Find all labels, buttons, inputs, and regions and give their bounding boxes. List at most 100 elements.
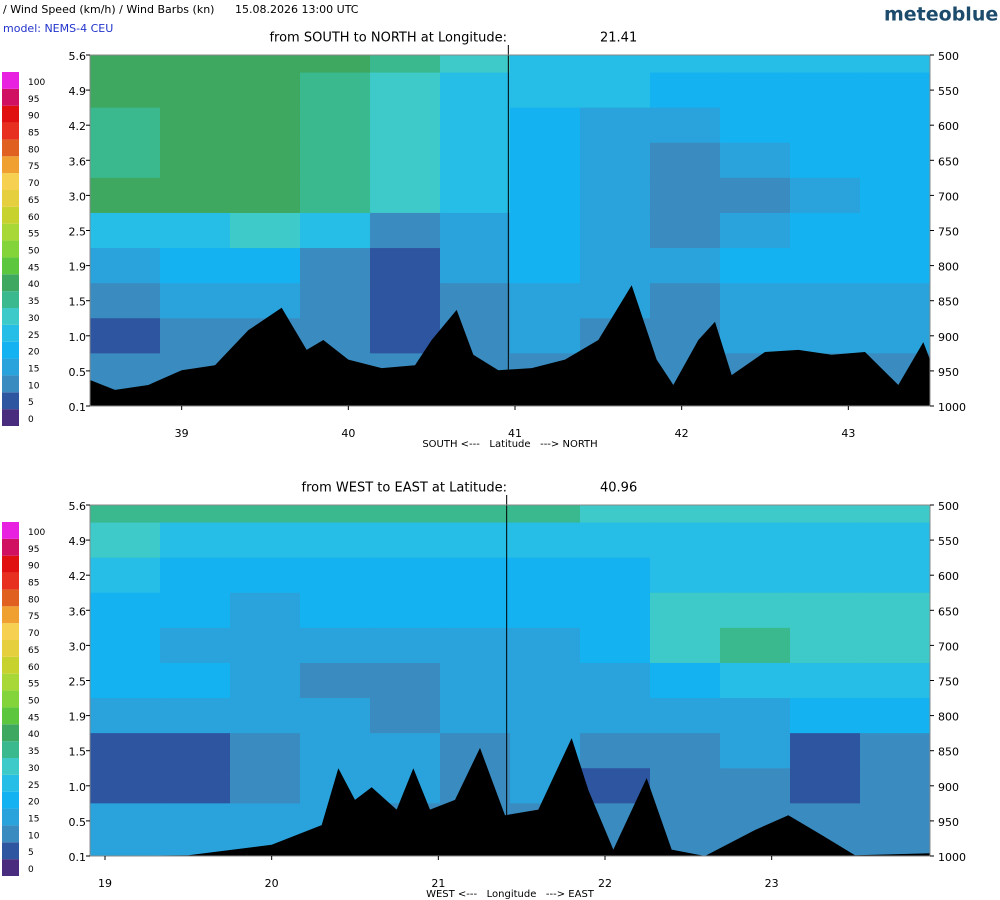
wind-cell bbox=[370, 248, 441, 284]
colorbar-swatch bbox=[2, 206, 19, 224]
wind-cell bbox=[160, 627, 231, 664]
wind-cell bbox=[300, 592, 371, 629]
wind-cell bbox=[440, 107, 511, 144]
colorbar-swatch bbox=[2, 240, 19, 258]
wind-cell bbox=[720, 505, 791, 524]
wind-cell bbox=[580, 698, 651, 734]
y2-tick-label: 650 bbox=[938, 605, 959, 618]
colorbar-label: 90 bbox=[28, 112, 40, 122]
colorbar-swatch bbox=[2, 341, 19, 359]
wind-cell bbox=[720, 592, 791, 629]
y-tick-label: 1.5 bbox=[69, 296, 87, 309]
wind-cell bbox=[790, 662, 861, 699]
wind-cell bbox=[860, 318, 931, 354]
colorbar-swatch bbox=[2, 741, 19, 758]
wind-cell bbox=[440, 662, 511, 699]
colorbar-label: 80 bbox=[28, 595, 40, 605]
wind-cell bbox=[90, 662, 161, 699]
x-axis-label: WEST <--- Longitude ---> EAST bbox=[426, 889, 595, 900]
colorbar-swatch bbox=[2, 589, 19, 607]
wind-cell bbox=[230, 283, 301, 319]
colorbar-swatch bbox=[2, 223, 19, 241]
x-tick-label: 19 bbox=[98, 877, 112, 890]
colorbar-swatch bbox=[2, 392, 19, 410]
colorbar-label: 40 bbox=[28, 280, 40, 290]
wind-cell bbox=[860, 505, 931, 524]
y2-tick-label: 700 bbox=[938, 640, 959, 653]
wind-cell bbox=[720, 627, 791, 664]
wind-cell bbox=[440, 248, 511, 284]
colorbar-label: 50 bbox=[28, 247, 40, 257]
y-tick-label: 5.6 bbox=[69, 500, 87, 513]
wind-cell bbox=[160, 107, 231, 144]
wind-cell bbox=[90, 212, 161, 249]
colorbar-swatch bbox=[2, 538, 19, 556]
wind-cell bbox=[720, 72, 791, 109]
wind-cell bbox=[230, 248, 301, 284]
wind-cell bbox=[230, 803, 301, 839]
x-tick-label: 23 bbox=[765, 877, 779, 890]
colorbar-label: 95 bbox=[28, 95, 39, 105]
wind-cell bbox=[230, 592, 301, 629]
colorbar-label: 25 bbox=[28, 331, 39, 341]
wind-cell bbox=[580, 627, 651, 664]
colorbar-label: 60 bbox=[28, 213, 40, 223]
wind-cell bbox=[510, 557, 581, 594]
colorbar-swatch bbox=[2, 842, 19, 860]
y2-tick-label: 550 bbox=[938, 535, 959, 548]
wind-cell bbox=[90, 318, 161, 354]
wind-cell bbox=[160, 55, 231, 74]
wind-cell bbox=[580, 522, 651, 559]
wind-cell bbox=[300, 557, 371, 594]
wind-cell bbox=[860, 662, 931, 699]
wind-cell bbox=[300, 627, 371, 664]
colorbar-swatch bbox=[2, 274, 19, 292]
wind-cell bbox=[510, 592, 581, 629]
y2-tick-label: 950 bbox=[938, 816, 959, 829]
colorbar-label: 0 bbox=[28, 415, 34, 425]
colorbar-label: 60 bbox=[28, 663, 40, 673]
wind-cell bbox=[160, 803, 231, 839]
y-tick-label: 3.0 bbox=[69, 190, 87, 203]
wind-cell bbox=[650, 72, 721, 109]
wind-cell bbox=[510, 522, 581, 559]
wind-cell bbox=[860, 212, 931, 249]
wind-cell bbox=[440, 592, 511, 629]
wind-cell bbox=[580, 505, 651, 524]
wind-cell bbox=[440, 522, 511, 559]
wind-cell bbox=[720, 142, 791, 179]
wind-cell bbox=[650, 698, 721, 734]
wind-cell bbox=[720, 248, 791, 284]
colorbar-swatch bbox=[2, 623, 19, 640]
wind-cell bbox=[790, 522, 861, 559]
y-tick-label: 1.0 bbox=[69, 331, 87, 344]
y2-tick-label: 850 bbox=[938, 296, 959, 309]
y2-tick-label: 800 bbox=[938, 261, 959, 274]
wind-cell bbox=[580, 107, 651, 144]
wind-cell bbox=[860, 142, 931, 179]
wind-cell bbox=[300, 107, 371, 144]
colorbar-label: 30 bbox=[28, 314, 40, 324]
y2-tick-label: 900 bbox=[938, 781, 959, 794]
wind-cell bbox=[90, 768, 161, 804]
wind-cell bbox=[860, 698, 931, 734]
wind-cell bbox=[370, 177, 441, 214]
colorbar-swatch bbox=[2, 88, 19, 106]
wind-cell bbox=[370, 592, 441, 629]
wind-cell bbox=[230, 107, 301, 144]
wind-cell bbox=[230, 212, 301, 249]
wind-cell bbox=[860, 283, 931, 319]
wind-cell bbox=[650, 107, 721, 144]
wind-cell bbox=[230, 72, 301, 109]
wind-cell bbox=[650, 248, 721, 284]
wind-cell bbox=[370, 283, 441, 319]
colorbar-swatch bbox=[2, 606, 19, 624]
wind-cell bbox=[160, 838, 231, 857]
wind-cell bbox=[790, 72, 861, 109]
wind-cell bbox=[860, 803, 931, 839]
y2-tick-label: 900 bbox=[938, 331, 959, 344]
colorbar-swatch bbox=[2, 808, 19, 826]
wind-cell bbox=[230, 142, 301, 179]
wind-cell bbox=[510, 627, 581, 664]
wind-cell bbox=[650, 177, 721, 214]
